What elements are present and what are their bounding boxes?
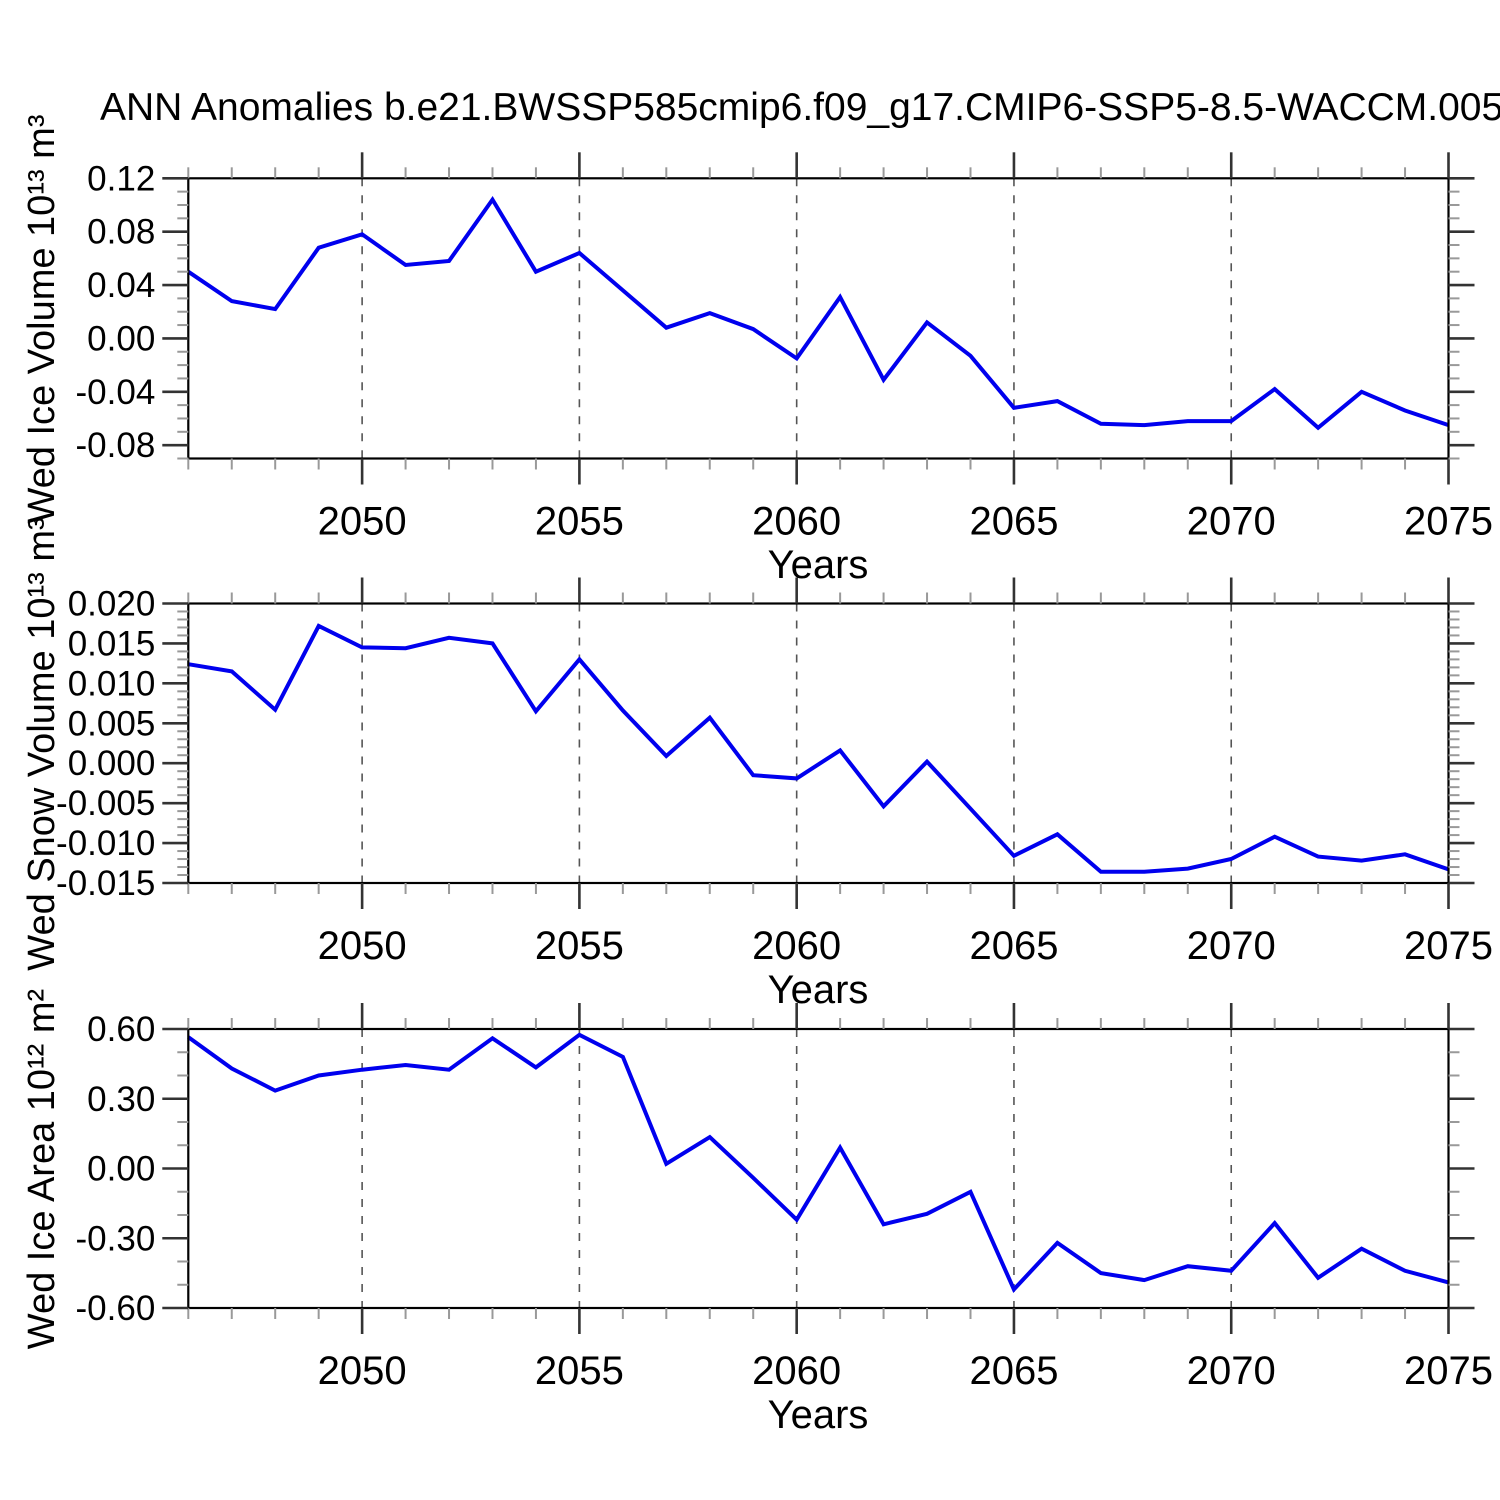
y-tick-label: -0.015 [56,864,155,903]
y-tick-labels: 0.60 0.30 0.00 -0.30 -0.60 [76,1010,156,1328]
y-tick-label: 0.04 [87,266,155,305]
x-tick-label: 2060 [752,924,841,968]
plot-frame [187,602,1450,885]
y-tick-label: 0.00 [87,319,155,358]
y-ticks [162,177,1475,460]
y-tick-label: -0.08 [76,426,156,465]
y-tick-label: 0.12 [87,159,155,198]
x-tick-label: 2065 [969,924,1058,968]
x-tick-label: 2075 [1404,1349,1493,1393]
y-tick-labels: 0.0200.0150.0100.0050.000-0.005-0.010-0.… [56,585,155,904]
y-tick-label: 0.00 [87,1150,155,1189]
y-tick-label: -0.005 [56,784,155,823]
x-tick-label: 2070 [1187,924,1276,968]
x-tick-label: 2070 [1187,500,1276,544]
y-tick-label: 0.015 [68,624,156,663]
gridlines [361,1029,1233,1308]
y-tick-label: 0.010 [68,664,156,703]
x-tick-label: 2075 [1404,500,1493,544]
data-line [187,623,1450,874]
chart-title: ANN Anomalies b.e21.BWSSP585cmip6.f09_g1… [100,86,1500,129]
x-tick-label: 2050 [318,1349,407,1393]
x-tick-label: 2065 [969,500,1058,544]
y-tick-label: 0.005 [68,704,156,743]
x-tick-labels: 2050 2055 2060 2065 2070 2075 [318,1349,1493,1393]
y-tick-label: -0.60 [76,1289,156,1328]
y-tick-label: 0.08 [87,213,155,252]
y-tick-label: 0.000 [68,744,156,783]
y-tick-labels: 0.12 0.08 0.04 0.00 -0.04 -0.08 [76,159,156,465]
y-tick-label: -0.04 [76,373,156,412]
y-ticks [162,602,1475,885]
panel-3: 2050 2055 2060 2065 2070 2075 0.60 0.30 0.00 -0.3… [76,1003,1493,1393]
x-axis-title-years-1: Years [767,543,869,587]
x-tick-label: 2065 [969,1349,1058,1393]
y-tick-label: -0.30 [76,1219,156,1258]
x-ticks [187,577,1450,909]
x-tick-label: 2060 [752,1349,841,1393]
x-tick-label: 2055 [535,1349,624,1393]
plot-frame [187,177,1450,460]
x-tick-label: 2050 [318,500,407,544]
plot-frame [187,1027,1450,1310]
x-ticks [187,152,1450,485]
x-tick-label: 2055 [535,500,624,544]
x-axis-title-years-3: Years [767,1393,869,1437]
x-tick-label: 2070 [1187,1349,1276,1393]
y-tick-label: 0.020 [68,585,156,624]
x-tick-label: 2050 [318,924,407,968]
gridlines [361,603,1233,883]
x-tick-labels: 2050 2055 2060 2065 2070 2075 [318,924,1493,968]
y-tick-label: 0.30 [87,1080,155,1119]
x-ticks [187,1003,1450,1334]
panel-1: 2050 2055 2060 2065 2070 2075 0.12 0.08 0.04 0.00… [76,152,1493,544]
y-tick-label: -0.010 [56,824,155,863]
panel-2: 2050 2055 2060 2065 2070 20750.0200.0150.0100… [56,577,1493,968]
y-tick-label: 0.60 [87,1010,155,1049]
data-line [187,195,1450,431]
x-tick-labels: 2050 2055 2060 2065 2070 2075 [318,500,1493,544]
y-ticks [162,1027,1475,1310]
x-axis-title-years-2: Years [767,968,869,1012]
data-line [187,1032,1450,1293]
x-tick-label: 2055 [535,924,624,968]
x-tick-label: 2075 [1404,924,1493,968]
gridlines [361,178,1233,459]
x-tick-label: 2060 [752,500,841,544]
y-axis-title-ice-area: Wed Ice Area 10¹² m² [21,988,63,1350]
